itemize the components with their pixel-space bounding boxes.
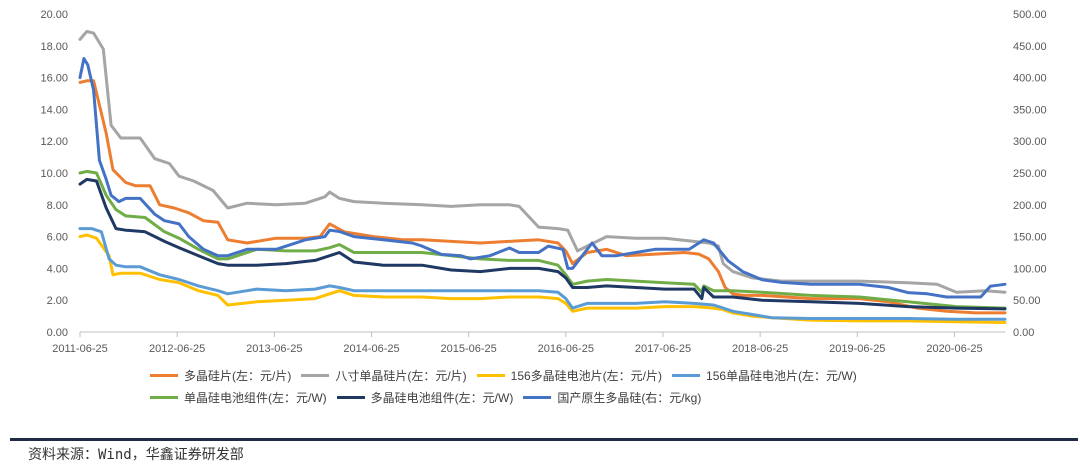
y-right-tick-label: 200.00 bbox=[1013, 200, 1047, 212]
line-chart: 0.00 2.00 4.00 6.00 8.00 10.00 12.00 14.00 16.00… bbox=[40, 9, 1046, 355]
y-left-tick-label: 12.00 bbox=[40, 136, 68, 148]
x-tick-label: 2011-06-25 bbox=[52, 343, 107, 355]
y-left-tick-label: 18.00 bbox=[40, 41, 68, 53]
legend-item: 多晶硅片(左：元/片) bbox=[150, 367, 291, 384]
series-line-5 bbox=[78, 177, 1007, 311]
legend-label: 156多晶硅电池片(左：元/片) bbox=[510, 368, 663, 383]
legend-swatch bbox=[336, 395, 365, 399]
legend-label: 多晶硅片(左：元/片) bbox=[184, 368, 292, 383]
legend-label: 八寸单晶硅片(左：元/片) bbox=[335, 368, 467, 383]
legend-swatch bbox=[476, 373, 505, 377]
y-right-tick-label: 150.00 bbox=[1013, 232, 1047, 244]
y-left-tick-label: 16.00 bbox=[40, 73, 68, 85]
y-left-tick-label: 14.00 bbox=[40, 104, 68, 116]
x-tick-label: 2015-06-25 bbox=[441, 343, 497, 355]
series-lines bbox=[78, 30, 1007, 324]
legend-item: 156多晶硅电池片(左：元/片) bbox=[476, 367, 663, 384]
series-line-0 bbox=[78, 79, 1007, 315]
x-tick-label: 2020-06-25 bbox=[926, 343, 982, 355]
y-right-tick-label: 250.00 bbox=[1013, 168, 1047, 180]
legend-item: 八寸单晶硅片(左：元/片) bbox=[301, 367, 467, 384]
y-right-tick-label: 300.00 bbox=[1013, 136, 1047, 148]
series-line-3 bbox=[78, 227, 1007, 321]
x-tick-label: 2019-06-25 bbox=[829, 343, 885, 355]
series-line-6 bbox=[78, 57, 1007, 299]
y-right-tick-label: 400.00 bbox=[1013, 73, 1047, 85]
source-divider bbox=[10, 438, 1078, 441]
y-left-tick-label: 10.00 bbox=[40, 168, 68, 180]
x-tick-label: 2016-06-25 bbox=[538, 343, 594, 355]
y-right-tick-label: 500.00 bbox=[1013, 9, 1047, 21]
x-tick-label: 2012-06-25 bbox=[149, 343, 205, 355]
y-left-tick-label: 8.00 bbox=[47, 200, 68, 212]
y-right-tick-label: 50.00 bbox=[1013, 295, 1041, 307]
legend: 多晶硅片(左：元/片) 八寸单晶硅片(左：元/片) 156多晶硅电池片(左：元/片)… bbox=[150, 364, 970, 408]
legend-swatch bbox=[150, 373, 178, 377]
legend-label: 多晶硅电池组件(左：元/W) bbox=[370, 390, 514, 405]
y-right-tick-label: 100.00 bbox=[1013, 263, 1047, 275]
legend-swatch bbox=[672, 373, 701, 377]
legend-row: 单晶硅电池组件(左：元/W) 多晶硅电池组件(左：元/W) 国产原生多晶硅(右：元/… bbox=[150, 386, 970, 408]
legend-label: 国产原生多晶硅(右：元/kg) bbox=[557, 390, 702, 405]
legend-row: 多晶硅片(左：元/片) 八寸单晶硅片(左：元/片) 156多晶硅电池片(左：元/片)… bbox=[150, 364, 970, 386]
legend-item: 单晶硅电池组件(左：元/W) bbox=[150, 389, 327, 406]
y-right-tick-label: 350.00 bbox=[1013, 104, 1047, 116]
source-note: 资料来源：Wind，华鑫证券研发部 bbox=[28, 447, 244, 463]
legend-swatch bbox=[150, 395, 178, 399]
legend-item: 多晶硅电池组件(左：元/W) bbox=[336, 389, 514, 406]
x-tick-label: 2014-06-25 bbox=[343, 343, 399, 355]
y-left-tick-label: 0.00 bbox=[47, 327, 68, 339]
legend-label: 单晶硅电池组件(左：元/W) bbox=[184, 390, 327, 405]
series-line-1 bbox=[78, 30, 1007, 294]
legend-swatch bbox=[523, 395, 552, 399]
x-tick-label: 2013-06-25 bbox=[246, 343, 302, 355]
legend-item: 156单晶硅电池片(左：元/W) bbox=[672, 367, 857, 384]
x-tick-label: 2017-06-25 bbox=[635, 343, 691, 355]
y-left-tick-label: 2.00 bbox=[47, 295, 68, 307]
y-left-tick-label: 6.00 bbox=[47, 232, 68, 244]
y-right-tick-label: 0.00 bbox=[1013, 327, 1034, 339]
legend-label: 156单晶硅电池片(左：元/W) bbox=[706, 368, 857, 383]
y-left-tick-label: 4.00 bbox=[47, 263, 68, 275]
axes: 0.00 2.00 4.00 6.00 8.00 10.00 12.00 14.00 16.00… bbox=[40, 9, 1046, 355]
series-line-2 bbox=[78, 233, 1007, 324]
y-right-tick-label: 450.00 bbox=[1013, 41, 1047, 53]
legend-swatch bbox=[301, 373, 330, 377]
x-tick-label: 2018-06-25 bbox=[732, 343, 788, 355]
y-left-tick-label: 20.00 bbox=[40, 9, 68, 21]
legend-item: 国产原生多晶硅(右：元/kg) bbox=[523, 389, 701, 406]
